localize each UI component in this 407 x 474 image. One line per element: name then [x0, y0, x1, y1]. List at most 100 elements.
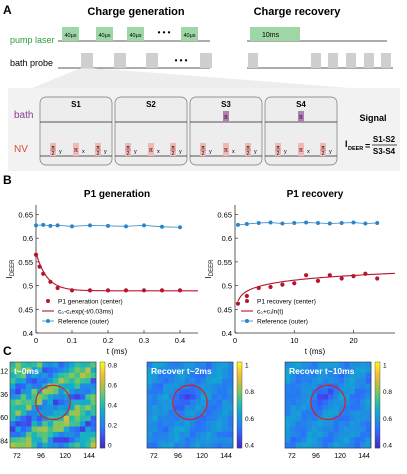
- nv-pulse-axis: y: [134, 149, 137, 155]
- map-pixel: [206, 367, 212, 374]
- map-pixel: [338, 415, 345, 422]
- y-tick-label: 0.5: [23, 282, 33, 291]
- map-pixel: [354, 399, 361, 406]
- map-pixel: [20, 410, 27, 417]
- map-x-tick-label: 96: [37, 453, 45, 460]
- map-pixel: [168, 426, 175, 433]
- map-x-tick-label: 120: [196, 453, 208, 460]
- map-pixel: [152, 410, 159, 417]
- colorbar-segment: [375, 427, 380, 432]
- map-pixel: [69, 410, 75, 417]
- map-pixel: [31, 405, 38, 411]
- map-pixel: [295, 372, 302, 379]
- map-pixel: [227, 421, 234, 427]
- map-pixel: [306, 415, 313, 422]
- colorbar-segment: [237, 373, 242, 377]
- map-pixel: [295, 421, 302, 427]
- map-label: Recover t~10ms: [289, 366, 355, 376]
- map-pixel: [344, 431, 350, 438]
- nv-pulse: [200, 143, 206, 156]
- signal-numerator: S1-S2: [373, 135, 396, 144]
- x-tick-label: 10: [290, 336, 298, 345]
- map-pixel: [344, 415, 350, 422]
- map-pixel: [306, 367, 313, 374]
- y-tick-label: 0.6: [23, 234, 33, 243]
- map-pixel: [306, 442, 313, 449]
- map-pixel: [285, 415, 291, 422]
- map-pixel: [295, 383, 302, 390]
- map-pixel: [360, 405, 366, 411]
- y-tick-label: 0.4: [222, 329, 232, 338]
- legend: P1 generation (center) c₀-c₁exp(-t/0.03ms…: [42, 299, 123, 326]
- map-pixel: [190, 442, 196, 449]
- x-tick-label: 0: [233, 336, 237, 345]
- map-pixel: [10, 431, 16, 438]
- map-pixel: [69, 437, 75, 443]
- colorbar-tick-label: 0.8: [383, 389, 392, 396]
- legend-marker-ref: [46, 319, 50, 323]
- map-pixel: [222, 405, 228, 411]
- map-pixel: [63, 421, 70, 427]
- map-pixel: [152, 405, 159, 411]
- map-pixel: [42, 431, 48, 438]
- center-region-circle: [35, 384, 71, 421]
- map-pixel: [163, 442, 169, 449]
- map-pixel: [69, 431, 75, 438]
- map-pixel: [333, 437, 340, 443]
- map-pixel: [168, 421, 175, 427]
- map-pixel: [349, 383, 356, 390]
- map-pixel: [322, 431, 329, 438]
- map-x-tick-label: 120: [59, 453, 71, 460]
- legend-entry: P1 generation (center): [58, 299, 123, 306]
- pump-pulse-label: 40μs: [64, 33, 76, 39]
- map-pixel: [163, 431, 169, 438]
- map-pixel: [295, 399, 302, 406]
- nv-pulse: [298, 143, 304, 156]
- map-pixel: [317, 442, 323, 449]
- map-pixel: [301, 367, 307, 374]
- map-pixel: [290, 378, 297, 384]
- map-pixel: [360, 394, 366, 400]
- map-pixel: [42, 367, 48, 374]
- map-pixel: [333, 383, 340, 390]
- signal-equals: =: [365, 141, 370, 151]
- map-pixel: [179, 442, 185, 449]
- pump-ellipsis: • • •: [158, 28, 171, 37]
- reference-point: [256, 221, 261, 226]
- map-pixel: [179, 378, 185, 384]
- panel-label-b: B: [3, 173, 12, 187]
- map-pixel: [365, 426, 372, 433]
- map-pixel: [360, 399, 366, 406]
- map-pixel: [222, 388, 228, 395]
- nv-pulse: [125, 143, 131, 156]
- colorbar-tick-label: 0.4: [383, 443, 392, 450]
- reference-point: [244, 221, 249, 226]
- map-pixel: [301, 362, 307, 368]
- map-pixel: [85, 372, 91, 379]
- map-pixel: [58, 367, 65, 374]
- map-pixel: [365, 415, 372, 422]
- title-charge-recovery: Charge recovery: [254, 6, 342, 18]
- map-pixel: [69, 405, 75, 411]
- signal-title: Signal: [359, 113, 386, 123]
- map-pixel: [338, 405, 345, 411]
- map-pixel: [333, 410, 340, 417]
- map-pixel: [74, 388, 81, 395]
- map-pixel: [20, 388, 27, 395]
- map-pixel: [10, 362, 16, 368]
- map-pixel: [20, 372, 27, 379]
- map-pixel: [333, 399, 340, 406]
- map-pixel: [15, 426, 22, 433]
- segment-box: [114, 96, 188, 166]
- colorbar-segment: [237, 433, 242, 437]
- colorbar-segment: [237, 396, 242, 400]
- map-pixel: [333, 405, 340, 411]
- map-pixel: [211, 399, 218, 406]
- map-pixel: [163, 405, 169, 411]
- title-charge-generation: Charge generation: [87, 6, 184, 18]
- map-pixel: [163, 367, 169, 374]
- map-pixel: [179, 372, 185, 379]
- map-pixel: [349, 421, 356, 427]
